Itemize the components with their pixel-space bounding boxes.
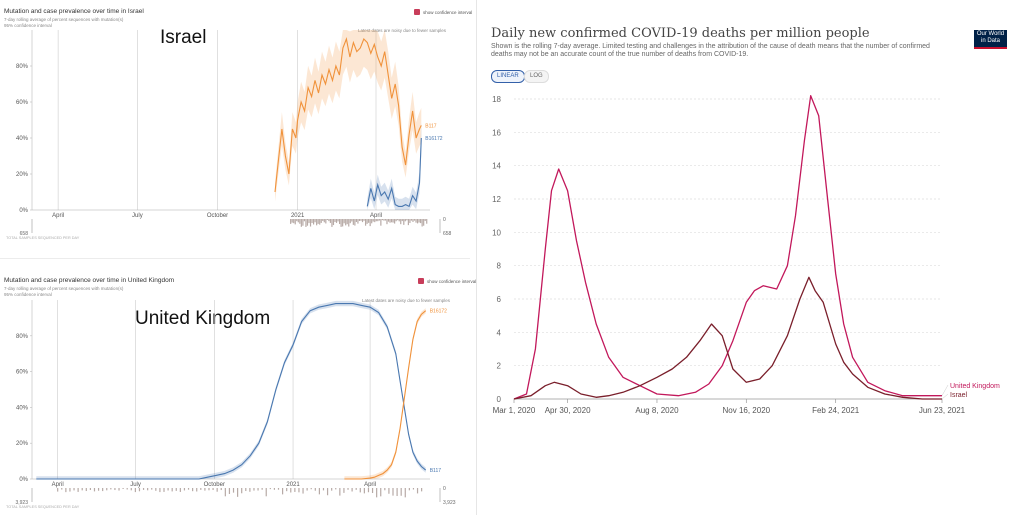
x-tick-label: 2021 (291, 213, 305, 219)
israel-prevalence-panel: Mutation and case prevalence over time i… (0, 0, 473, 250)
series-line-b117 (274, 37, 422, 193)
y-tick-label: 2 (497, 362, 502, 371)
series-line-united-kingdom (513, 95, 942, 400)
series-label-united-kingdom: United Kingdom (950, 383, 1000, 390)
sample-scale-left: 3,923 (15, 500, 28, 506)
uk-country-label: United Kingdom (135, 308, 271, 329)
sample-footer-label: TOTAL SAMPLES SEQUENCED PER DAY (6, 505, 80, 509)
sample-scale-right: 658 (443, 231, 452, 237)
log-scale-button[interactable]: LOG (524, 70, 549, 83)
y-tick-label: 20% (16, 441, 29, 447)
uk-legend-ci: 95% confidence interval (4, 292, 52, 297)
series-line-b16172 (344, 310, 427, 480)
x-tick-label: April (52, 482, 64, 488)
x-tick-label: Aug 8, 2020 (635, 406, 679, 415)
y-tick-label: 40% (16, 136, 29, 142)
x-tick-label: July (130, 482, 141, 488)
owid-deaths-chart: 0 2 4 6 8 10 12 14 16 18 Mar 1, 2020 Apr 30, 2020 Au… (492, 95, 1000, 415)
ci-checkbox[interactable] (418, 278, 424, 284)
sample-footer-label: TOTAL SAMPLES SEQUENCED PER DAY (6, 236, 80, 240)
sample-scale-right: 3,923 (443, 500, 456, 506)
israel-legend-ci: 95% confidence interval (4, 23, 52, 28)
uk-legend-line: 7-day rolling average of percent sequenc… (4, 286, 124, 291)
uk-prevalence-panel: Mutation and case prevalence over time i… (0, 268, 476, 515)
panel-separator (476, 0, 477, 515)
x-tick-label: Mar 1, 2020 (493, 406, 536, 415)
y-tick-label: 40% (16, 405, 29, 411)
noise-note: Latest dates are noisy due to fewer samp… (362, 298, 451, 303)
owid-chart-title: Daily new confirmed COVID-19 deaths per … (491, 26, 870, 41)
ci-checkbox-label: show confidence interval (427, 279, 477, 284)
x-tick-label: October (204, 482, 225, 488)
y-tick-label: 4 (497, 328, 502, 337)
series-label-b16172: B16172 (425, 136, 442, 142)
y-tick-label: 16 (492, 128, 501, 137)
x-tick-label: October (207, 213, 228, 219)
owid-logo[interactable]: Our World in Data (974, 30, 1007, 49)
y-tick-label: 80% (16, 334, 29, 340)
y-tick-label: 12 (492, 195, 501, 204)
x-tick-label: Jun 23, 2021 (919, 406, 966, 415)
y-tick-label: 14 (492, 162, 501, 171)
x-tick-label: Feb 24, 2021 (812, 406, 860, 415)
y-tick-label: 80% (16, 64, 29, 70)
confidence-band-b117 (36, 300, 426, 479)
owid-chart-subtitle: Shown is the rolling 7-day average. Limi… (491, 43, 930, 58)
israel-legend-line: 7-day rolling average of percent sequenc… (4, 17, 124, 22)
x-tick-label: 2021 (286, 482, 300, 488)
confidence-band-b117 (275, 30, 422, 202)
series-label-b117: B117 (425, 123, 437, 129)
y-tick-label: 6 (497, 295, 502, 304)
y-tick-label: 0% (19, 208, 28, 214)
series-line-b117 (36, 303, 427, 480)
y-tick-label: 20% (16, 172, 29, 178)
series-label-b16172: B16172 (430, 309, 447, 315)
uk-chart-title: Mutation and case prevalence over time i… (4, 277, 175, 284)
x-tick-label: April (370, 213, 382, 219)
series-line-israel (513, 276, 942, 400)
x-tick-label: Nov 16, 2020 (723, 406, 771, 415)
y-tick-label: 18 (492, 95, 501, 104)
ci-checkbox-label: show confidence interval (423, 10, 473, 15)
linear-scale-button[interactable]: LINEAR (491, 70, 525, 83)
sample-scale-left: 658 (20, 231, 29, 237)
y-tick-label: 0 (497, 395, 502, 404)
y-tick-label: 0% (19, 477, 28, 483)
y-tick-label: 10 (492, 228, 501, 237)
x-tick-label: April (364, 482, 376, 488)
y-tick-label: 60% (16, 100, 29, 106)
x-tick-label: July (132, 213, 143, 219)
sample-scale-top: 0 (443, 486, 446, 492)
x-tick-label: April (52, 213, 64, 219)
israel-chart-title: Mutation and case prevalence over time i… (4, 8, 144, 15)
confidence-band-b16172 (367, 122, 422, 210)
series-label-israel: Israel (950, 392, 968, 399)
owid-deaths-panel: Daily new confirmed COVID-19 deaths per … (482, 20, 1024, 415)
uk-prevalence-chart: 0% 20% 40% 60% 80% April July October 2021 April 0… (6, 298, 456, 509)
ci-checkbox[interactable] (414, 9, 420, 15)
israel-prevalence-chart: 0% 20% 40% 60% 80% April July October 2021 April 0… (6, 28, 452, 240)
series-label-leader (941, 384, 949, 396)
series-label-b117: B117 (430, 468, 442, 474)
x-tick-label: Apr 30, 2020 (545, 406, 591, 415)
y-tick-label: 60% (16, 370, 29, 376)
panel-separator-horizontal (0, 258, 470, 259)
y-tick-label: 8 (497, 262, 502, 271)
series-label-leader (941, 393, 949, 400)
series-line-b16172 (366, 137, 422, 208)
israel-country-label: Israel (160, 27, 207, 48)
noise-note: Latest dates are noisy due to fewer samp… (358, 28, 447, 33)
sample-scale-top: 0 (443, 217, 446, 223)
